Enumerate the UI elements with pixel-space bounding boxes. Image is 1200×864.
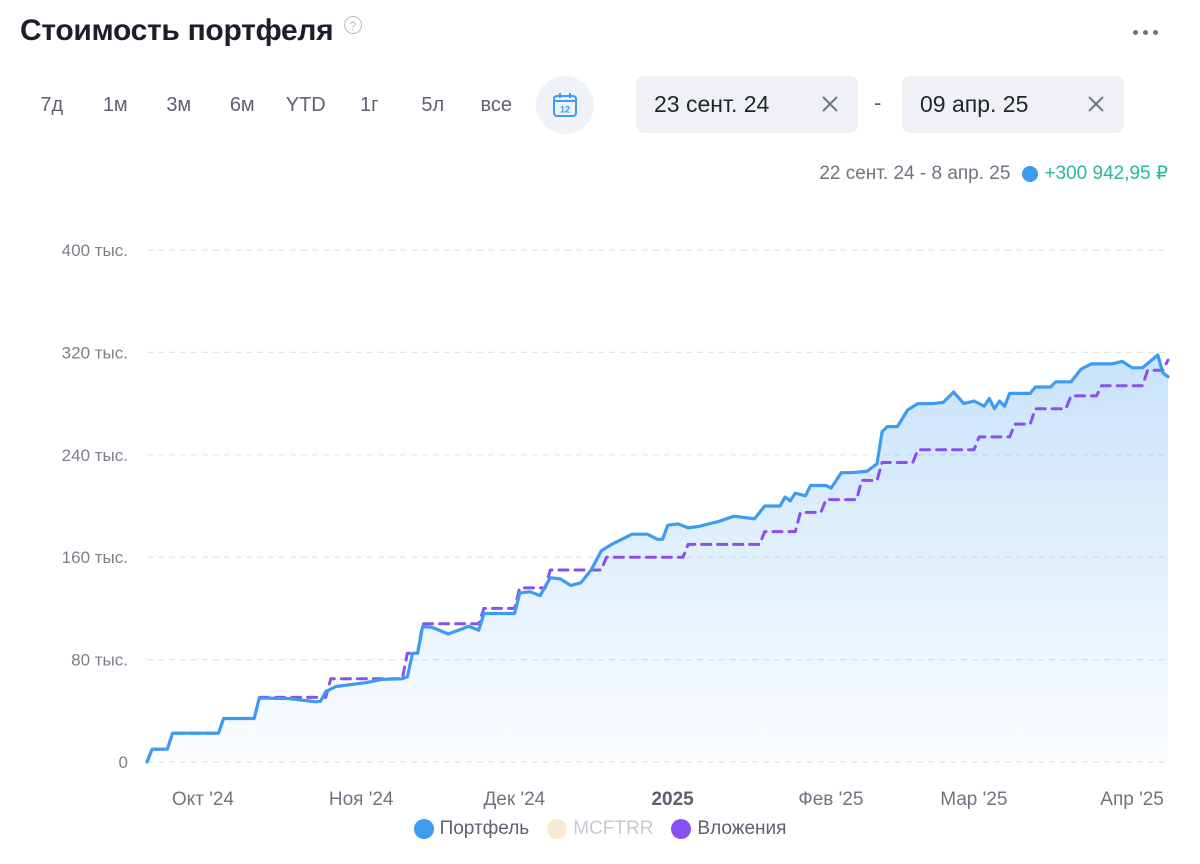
series-area-0 xyxy=(147,355,1168,762)
period-selector: 7д 1м 3м 6м YTD 1г 5л все 12 xyxy=(20,76,594,134)
x-axis-labels: Окт '24 Ноя '24 Дек '24 2025 Фев '25 Мар '25 А… xyxy=(172,789,1164,810)
legend-item-contributions[interactable]: Вложения xyxy=(671,818,786,840)
series-line-2 xyxy=(145,358,1170,764)
more-horizontal-icon[interactable] xyxy=(1130,22,1162,42)
date-from-value: 23 сент. 24 xyxy=(654,91,770,117)
x-tick-label: Апр '25 xyxy=(1100,789,1164,810)
date-from-input[interactable]: 23 сент. 24 xyxy=(636,76,858,133)
period-5y-button[interactable]: 5л xyxy=(421,93,445,116)
question-circle-icon[interactable]: ? xyxy=(343,16,362,34)
period-1y-button[interactable]: 1г xyxy=(360,93,379,116)
legend-swatch-mcftrr xyxy=(547,819,568,839)
page-title: Стоимость портфеля xyxy=(20,14,334,47)
summary-delta: +300 942,95 ₽ xyxy=(1044,163,1168,184)
y-tick-label: 320 тыс. xyxy=(62,343,128,362)
period-all-button[interactable]: все xyxy=(480,93,513,116)
legend-label-mcftrr: MCFTRR xyxy=(573,818,654,839)
y-tick-label: 0 xyxy=(119,753,128,772)
date-to-value: 09 апр. 25 xyxy=(920,91,1029,117)
legend-label-portfolio: Портфель xyxy=(439,818,530,839)
summary-range: 22 сент. 24 - 8 апр. 25 xyxy=(819,162,1011,184)
y-axis-labels: 0 80 тыс. 160 тыс. 240 тыс. 320 тыс. 400 тыс. xyxy=(62,241,128,772)
period-summary: 22 сент. 24 - 8 апр. 25 +300 942,95 ₽ xyxy=(819,162,1168,185)
close-icon[interactable] xyxy=(1086,94,1106,114)
legend-swatch-portfolio xyxy=(413,819,434,839)
portfolio-dot xyxy=(1022,165,1039,182)
chart-legend: Портфель MCFTRR Вложения xyxy=(0,818,1200,840)
y-tick-label: 80 тыс. xyxy=(71,651,128,670)
close-icon[interactable] xyxy=(820,94,840,114)
y-tick-label: 160 тыс. xyxy=(62,548,128,567)
x-tick-label: Ноя '24 xyxy=(329,789,394,810)
y-tick-label: 400 тыс. xyxy=(62,241,128,260)
legend-label-contributions: Вложения xyxy=(697,818,787,839)
chart-header: Стоимость портфеля ? xyxy=(20,14,1170,58)
period-ytd-button[interactable]: YTD xyxy=(285,93,326,116)
chart-series xyxy=(145,353,1170,764)
period-1m-button[interactable]: 1м xyxy=(102,93,128,116)
x-tick-label: Окт '24 xyxy=(172,789,234,810)
date-to-input[interactable]: 09 апр. 25 xyxy=(902,76,1124,133)
y-tick-label: 240 тыс. xyxy=(62,446,128,465)
calendar-icon: 12 xyxy=(553,93,577,117)
period-6m-button[interactable]: 6м xyxy=(229,93,255,116)
legend-swatch-contributions xyxy=(671,819,692,839)
period-3m-button[interactable]: 3м xyxy=(166,93,192,116)
x-tick-label: Фев '25 xyxy=(798,789,863,810)
calendar-day: 12 xyxy=(560,105,570,115)
x-tick-label: 2025 xyxy=(651,789,694,810)
calendar-button[interactable]: 12 xyxy=(536,76,594,134)
series-line-0 xyxy=(145,353,1170,764)
x-tick-label: Мар '25 xyxy=(940,789,1007,810)
x-tick-label: Дек '24 xyxy=(483,789,545,810)
date-separator: - xyxy=(874,90,882,115)
legend-item-portfolio[interactable]: Портфель xyxy=(413,818,530,840)
legend-item-mcftrr[interactable]: MCFTRR xyxy=(547,818,653,840)
period-7d-button[interactable]: 7д xyxy=(40,93,64,116)
